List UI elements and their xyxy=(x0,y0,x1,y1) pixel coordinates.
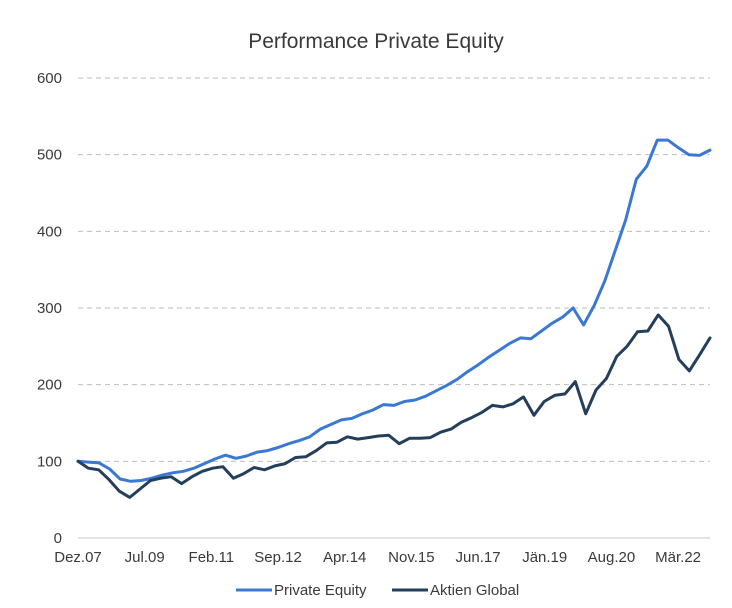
y-tick-label: 300 xyxy=(37,300,62,317)
series-line-private-equity xyxy=(76,138,712,483)
x-tick-label: Jän.19 xyxy=(522,549,567,566)
y-tick-label: 100 xyxy=(37,453,62,470)
gridlines xyxy=(78,77,710,462)
x-tick-label: Sep.12 xyxy=(254,549,302,566)
x-tick-label: Apr.14 xyxy=(323,549,366,566)
y-axis-tick-labels: 0 100 200 300 400 500 600 xyxy=(37,70,62,547)
y-tick-label: 400 xyxy=(37,223,62,240)
legend: Private Equity Aktien Global xyxy=(236,582,519,599)
chart-title: Performance Private Equity xyxy=(248,30,504,53)
y-tick-label: 0 xyxy=(54,530,62,547)
series-line-aktien-global xyxy=(76,313,712,499)
legend-label-aktien-global: Aktien Global xyxy=(430,582,519,599)
x-tick-label: Nov.15 xyxy=(388,549,434,566)
y-tick-label: 500 xyxy=(37,147,62,164)
x-tick-label: Jul.09 xyxy=(125,549,165,566)
legend-label-private-equity: Private Equity xyxy=(274,582,367,599)
x-tick-label: Aug.20 xyxy=(588,549,636,566)
series-lines xyxy=(76,138,712,499)
x-tick-label: Mär.22 xyxy=(655,549,701,566)
x-tick-label: Jun.17 xyxy=(456,549,501,566)
x-tick-label: Dez.07 xyxy=(54,549,102,566)
x-axis-tick-labels: Dez.07 Jul.09 Feb.11 Sep.12 Apr.14 Nov.15 Jun.… xyxy=(54,549,701,566)
y-tick-label: 200 xyxy=(37,377,62,394)
y-tick-label: 600 xyxy=(37,70,62,87)
x-tick-label: Feb.11 xyxy=(189,549,235,566)
